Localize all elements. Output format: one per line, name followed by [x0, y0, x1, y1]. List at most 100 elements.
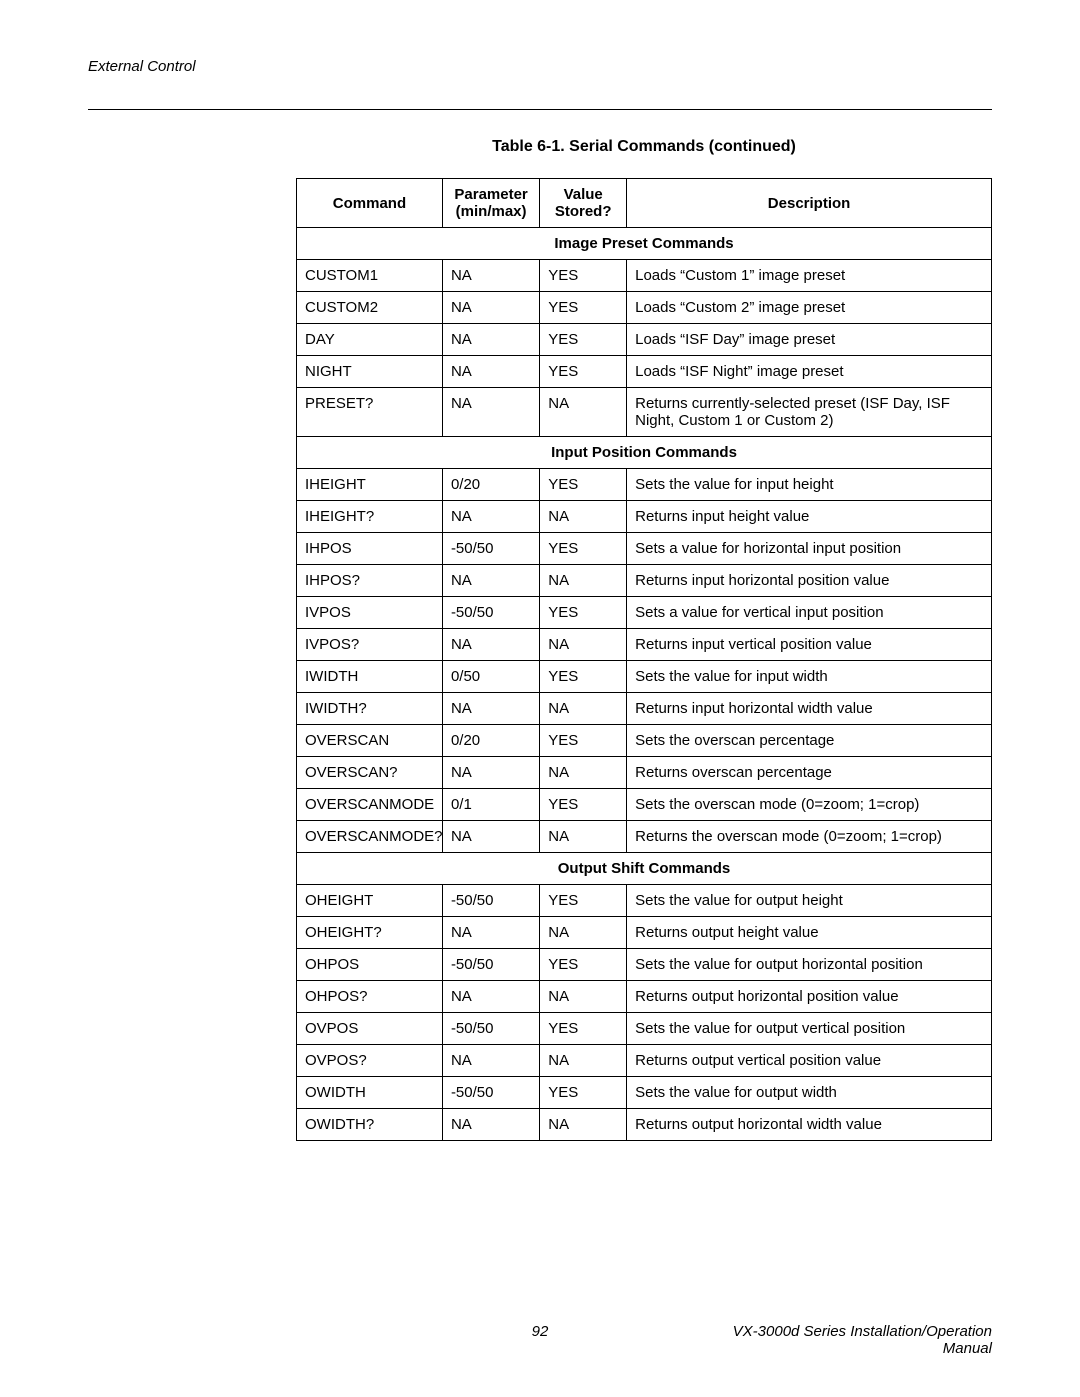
cell-parameter: 0/50 [442, 661, 539, 693]
table-row: OVERSCANMODE0/1YESSets the overscan mode… [297, 789, 992, 821]
section-header-cell: Image Preset Commands [297, 228, 992, 260]
col-header-description: Description [627, 179, 992, 228]
cell-parameter: 0/20 [442, 725, 539, 757]
cell-command: IHEIGHT? [297, 501, 443, 533]
cell-stored: YES [540, 949, 627, 981]
section-header-cell: Input Position Commands [297, 437, 992, 469]
page-footer: 92 VX-3000d Series Installation/Operatio… [88, 1323, 992, 1357]
cell-description: Sets a value for horizontal input positi… [627, 533, 992, 565]
cell-parameter: NA [442, 565, 539, 597]
col-header-param-l1: Parameter [454, 186, 527, 203]
cell-stored: NA [540, 565, 627, 597]
table-row: OHEIGHT-50/50YESSets the value for outpu… [297, 885, 992, 917]
cell-description: Loads “ISF Day” image preset [627, 324, 992, 356]
cell-stored: NA [540, 501, 627, 533]
table-row: OWIDTH-50/50YESSets the value for output… [297, 1077, 992, 1109]
commands-table: Command Parameter (min/max) Value Stored… [296, 178, 992, 1141]
cell-stored: YES [540, 1013, 627, 1045]
cell-description: Returns input vertical position value [627, 629, 992, 661]
cell-parameter: -50/50 [442, 597, 539, 629]
cell-parameter: NA [442, 260, 539, 292]
cell-description: Sets the value for input width [627, 661, 992, 693]
col-header-stored: Value Stored? [540, 179, 627, 228]
section-header-row: Input Position Commands [297, 437, 992, 469]
cell-stored: NA [540, 821, 627, 853]
table-header-row: Command Parameter (min/max) Value Stored… [297, 179, 992, 228]
table-row: OVPOS-50/50YESSets the value for output … [297, 1013, 992, 1045]
cell-command: IVPOS? [297, 629, 443, 661]
cell-stored: YES [540, 885, 627, 917]
cell-command: OWIDTH? [297, 1109, 443, 1141]
table-row: OHPOS?NANAReturns output horizontal posi… [297, 981, 992, 1013]
cell-parameter: NA [442, 292, 539, 324]
cell-parameter: -50/50 [442, 533, 539, 565]
cell-stored: YES [540, 324, 627, 356]
cell-command: OVERSCAN? [297, 757, 443, 789]
table-row: DAYNAYESLoads “ISF Day” image preset [297, 324, 992, 356]
table-title: Table 6-1. Serial Commands (continued) [296, 138, 992, 156]
cell-parameter: 0/20 [442, 469, 539, 501]
cell-parameter: NA [442, 1109, 539, 1141]
table-row: IVPOS?NANAReturns input vertical positio… [297, 629, 992, 661]
cell-stored: YES [540, 469, 627, 501]
cell-command: IWIDTH? [297, 693, 443, 725]
cell-command: IHPOS? [297, 565, 443, 597]
table-row: OWIDTH?NANAReturns output horizontal wid… [297, 1109, 992, 1141]
cell-stored: NA [540, 757, 627, 789]
cell-stored: NA [540, 629, 627, 661]
cell-parameter: NA [442, 917, 539, 949]
cell-parameter: -50/50 [442, 1013, 539, 1045]
cell-stored: YES [540, 356, 627, 388]
cell-description: Returns output height value [627, 917, 992, 949]
cell-command: IVPOS [297, 597, 443, 629]
table-row: OVERSCAN?NANAReturns overscan percentage [297, 757, 992, 789]
cell-parameter: -50/50 [442, 885, 539, 917]
cell-command: CUSTOM2 [297, 292, 443, 324]
cell-stored: YES [540, 725, 627, 757]
cell-description: Sets the value for input height [627, 469, 992, 501]
footer-spacer [88, 1323, 389, 1357]
cell-parameter: NA [442, 981, 539, 1013]
cell-command: OVPOS [297, 1013, 443, 1045]
cell-parameter: NA [442, 1045, 539, 1077]
cell-command: NIGHT [297, 356, 443, 388]
table-row: IWIDTH0/50YESSets the value for input wi… [297, 661, 992, 693]
cell-stored: NA [540, 981, 627, 1013]
cell-parameter: NA [442, 501, 539, 533]
table-row: IHPOS-50/50YESSets a value for horizonta… [297, 533, 992, 565]
cell-command: IWIDTH [297, 661, 443, 693]
cell-stored: YES [540, 597, 627, 629]
cell-parameter: -50/50 [442, 1077, 539, 1109]
cell-command: OVERSCAN [297, 725, 443, 757]
cell-stored: YES [540, 533, 627, 565]
cell-stored: YES [540, 1077, 627, 1109]
header-rule [88, 109, 992, 110]
cell-command: OVERSCANMODE? [297, 821, 443, 853]
cell-description: Returns output vertical position value [627, 1045, 992, 1077]
cell-stored: YES [540, 661, 627, 693]
cell-parameter: -50/50 [442, 949, 539, 981]
cell-command: OHPOS [297, 949, 443, 981]
section-header-row: Image Preset Commands [297, 228, 992, 260]
cell-description: Returns output horizontal position value [627, 981, 992, 1013]
table-row: CUSTOM1NAYESLoads “Custom 1” image prese… [297, 260, 992, 292]
table-row: IHEIGHT0/20YESSets the value for input h… [297, 469, 992, 501]
page-header-section: External Control [88, 58, 992, 75]
table-row: OVPOS?NANAReturns output vertical positi… [297, 1045, 992, 1077]
cell-description: Loads “ISF Night” image preset [627, 356, 992, 388]
table-row: IHEIGHT?NANAReturns input height value [297, 501, 992, 533]
cell-parameter: NA [442, 356, 539, 388]
cell-parameter: NA [442, 629, 539, 661]
cell-description: Loads “Custom 2” image preset [627, 292, 992, 324]
table-row: NIGHTNAYESLoads “ISF Night” image preset [297, 356, 992, 388]
cell-command: OHEIGHT [297, 885, 443, 917]
table-row: IVPOS-50/50YESSets a value for vertical … [297, 597, 992, 629]
cell-parameter: NA [442, 693, 539, 725]
cell-stored: NA [540, 917, 627, 949]
cell-parameter: NA [442, 821, 539, 853]
cell-description: Returns overscan percentage [627, 757, 992, 789]
col-header-stored-l2: Stored? [555, 203, 612, 220]
col-header-command: Command [297, 179, 443, 228]
table-row: OHPOS-50/50YESSets the value for output … [297, 949, 992, 981]
table-row: IHPOS?NANAReturns input horizontal posit… [297, 565, 992, 597]
